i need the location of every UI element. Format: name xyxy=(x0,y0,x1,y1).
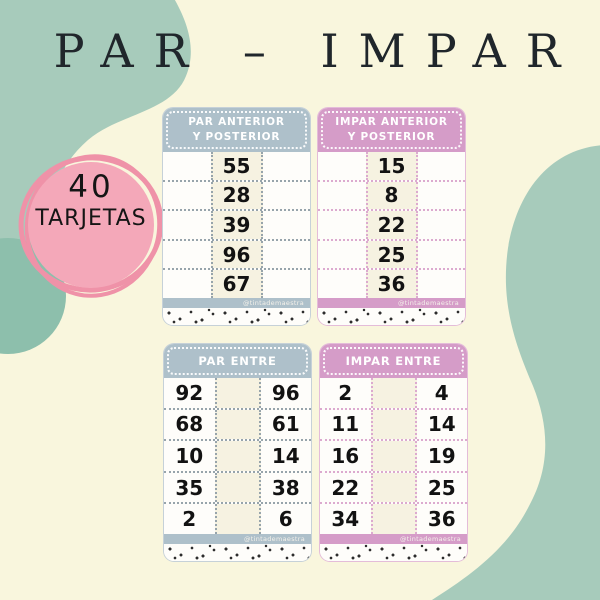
card-row: 25 xyxy=(318,238,465,269)
confetti-dots-icon xyxy=(163,308,310,325)
number-cell: 19 xyxy=(427,443,456,468)
watermark-handle: @tintademaestra xyxy=(243,534,305,543)
card-row: 67 xyxy=(163,268,310,298)
card-row: 55 xyxy=(163,152,310,180)
card-header: IMPAR ANTERIOR Y POSTERIOR xyxy=(318,108,465,152)
card-header: PAR ENTRE xyxy=(164,344,311,378)
watermark-handle: @tintademaestra xyxy=(242,298,304,307)
card-header: IMPAR ENTRE xyxy=(320,344,467,378)
number-cell: 67 xyxy=(222,272,251,297)
card-footer: @tintademaestra xyxy=(163,298,310,308)
page-title: PAR – IMPAR xyxy=(53,24,581,78)
card-row: 35 38 xyxy=(164,470,311,503)
number-cell: 39 xyxy=(222,212,251,237)
blob-right xyxy=(431,145,600,600)
confetti-dots-icon xyxy=(320,544,467,561)
number-cell: 2 xyxy=(338,380,353,405)
number-cell: 14 xyxy=(271,443,300,468)
watermark-handle: @tintademaestra xyxy=(399,534,461,543)
number-cell: 2 xyxy=(182,507,197,532)
number-cell: 34 xyxy=(331,507,360,532)
card-row: 36 xyxy=(318,268,465,298)
confetti-dots-icon xyxy=(318,308,465,325)
number-cell: 25 xyxy=(427,475,456,500)
number-cell: 36 xyxy=(377,272,406,297)
card-row: 8 xyxy=(318,179,465,210)
card-footer: @tintademaestra xyxy=(320,534,467,544)
number-cell: 28 xyxy=(222,183,251,208)
card-row: 28 xyxy=(163,179,310,210)
number-cell: 4 xyxy=(434,380,449,405)
number-cell: 8 xyxy=(384,183,399,208)
card-title-line2: Y POSTERIOR xyxy=(192,131,281,143)
number-cell: 22 xyxy=(377,212,406,237)
card-par-anterior-posterior: PAR ANTERIOR Y POSTERIOR 55 28 39 96 67 … xyxy=(163,108,310,325)
card-footer: @tintademaestra xyxy=(318,298,465,308)
card-footer: @tintademaestra xyxy=(164,534,311,544)
number-cell: 16 xyxy=(331,443,360,468)
number-cell: 22 xyxy=(331,475,360,500)
number-cell: 96 xyxy=(271,380,300,405)
number-cell: 92 xyxy=(175,380,204,405)
card-header: PAR ANTERIOR Y POSTERIOR xyxy=(163,108,310,152)
card-row: 22 25 xyxy=(320,470,467,503)
card-impar-anterior-posterior: IMPAR ANTERIOR Y POSTERIOR 15 8 22 25 36… xyxy=(318,108,465,325)
number-cell: 15 xyxy=(377,153,406,178)
number-cell: 36 xyxy=(427,507,456,532)
badge-count: 40 xyxy=(68,169,114,205)
card-body: 15 8 22 25 36 xyxy=(318,152,465,298)
number-cell: 14 xyxy=(427,412,456,437)
number-cell: 11 xyxy=(331,412,360,437)
card-row: 96 xyxy=(163,238,310,269)
card-body: 55 28 39 96 67 xyxy=(163,152,310,298)
badge-circle xyxy=(28,162,154,288)
number-cell: 10 xyxy=(175,443,204,468)
card-title-line1: PAR ENTRE xyxy=(198,353,277,368)
card-row: 68 61 xyxy=(164,407,311,440)
card-row: 11 14 xyxy=(320,407,467,440)
number-cell: 55 xyxy=(222,153,251,178)
card-row: 10 14 xyxy=(164,439,311,471)
watermark-handle: @tintademaestra xyxy=(397,298,459,307)
card-row: 34 36 xyxy=(320,502,467,534)
card-title-line1: IMPAR ANTERIOR xyxy=(335,115,448,128)
card-row: 92 96 xyxy=(164,378,311,408)
badge-sketch-ring-icon xyxy=(24,154,162,298)
number-cell: 38 xyxy=(271,475,300,500)
card-row: 15 xyxy=(318,152,465,180)
card-row: 39 xyxy=(163,209,310,239)
card-row: 16 19 xyxy=(320,439,467,471)
confetti-dots-icon xyxy=(164,544,311,561)
number-cell: 96 xyxy=(222,242,251,267)
number-cell: 35 xyxy=(175,475,204,500)
number-cell: 68 xyxy=(175,412,204,437)
card-count-badge: 40 TARJETAS xyxy=(21,170,161,235)
number-cell: 61 xyxy=(271,412,300,437)
card-row: 22 xyxy=(318,209,465,239)
number-cell: 6 xyxy=(278,507,293,532)
card-title-line2: Y POSTERIOR xyxy=(347,131,436,143)
card-title-line1: IMPAR ENTRE xyxy=(345,353,442,368)
badge-label: TARJETAS xyxy=(35,206,147,232)
number-cell: 25 xyxy=(377,242,406,267)
card-title-line1: PAR ANTERIOR xyxy=(188,115,285,128)
